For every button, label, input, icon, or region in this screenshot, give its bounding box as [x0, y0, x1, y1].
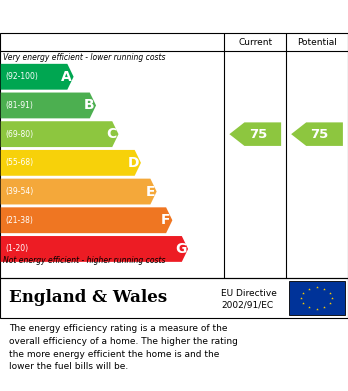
Polygon shape: [1, 150, 141, 176]
Polygon shape: [1, 93, 96, 118]
Text: Not energy efficient - higher running costs: Not energy efficient - higher running co…: [3, 256, 166, 265]
Text: A: A: [61, 70, 72, 84]
Text: C: C: [106, 127, 117, 141]
Polygon shape: [1, 179, 157, 204]
Polygon shape: [1, 121, 118, 147]
Text: E: E: [145, 185, 155, 199]
Text: EU Directive: EU Directive: [221, 289, 277, 298]
Text: 75: 75: [310, 127, 329, 141]
Text: G: G: [175, 242, 186, 256]
Text: 75: 75: [249, 127, 267, 141]
Text: Potential: Potential: [297, 38, 337, 47]
Text: The energy efficiency rating is a measure of the
overall efficiency of a home. T: The energy efficiency rating is a measur…: [9, 324, 238, 371]
Text: (81-91): (81-91): [5, 101, 33, 110]
Text: (55-68): (55-68): [5, 158, 33, 167]
Polygon shape: [229, 122, 281, 146]
Text: D: D: [128, 156, 139, 170]
Text: (92-100): (92-100): [5, 72, 38, 81]
Polygon shape: [1, 207, 172, 233]
Polygon shape: [1, 64, 74, 90]
Text: F: F: [161, 213, 171, 227]
Text: (69-80): (69-80): [5, 130, 33, 139]
Text: (1-20): (1-20): [5, 244, 28, 253]
Text: Current: Current: [238, 38, 272, 47]
Text: Energy Efficiency Rating: Energy Efficiency Rating: [9, 9, 219, 24]
Text: England & Wales: England & Wales: [9, 289, 167, 307]
Text: Very energy efficient - lower running costs: Very energy efficient - lower running co…: [3, 53, 166, 62]
Text: B: B: [84, 99, 94, 113]
FancyBboxPatch shape: [289, 281, 345, 315]
Polygon shape: [1, 236, 188, 262]
Text: (39-54): (39-54): [5, 187, 33, 196]
Text: (21-38): (21-38): [5, 216, 33, 225]
Text: 2002/91/EC: 2002/91/EC: [221, 301, 273, 310]
Polygon shape: [291, 122, 343, 146]
